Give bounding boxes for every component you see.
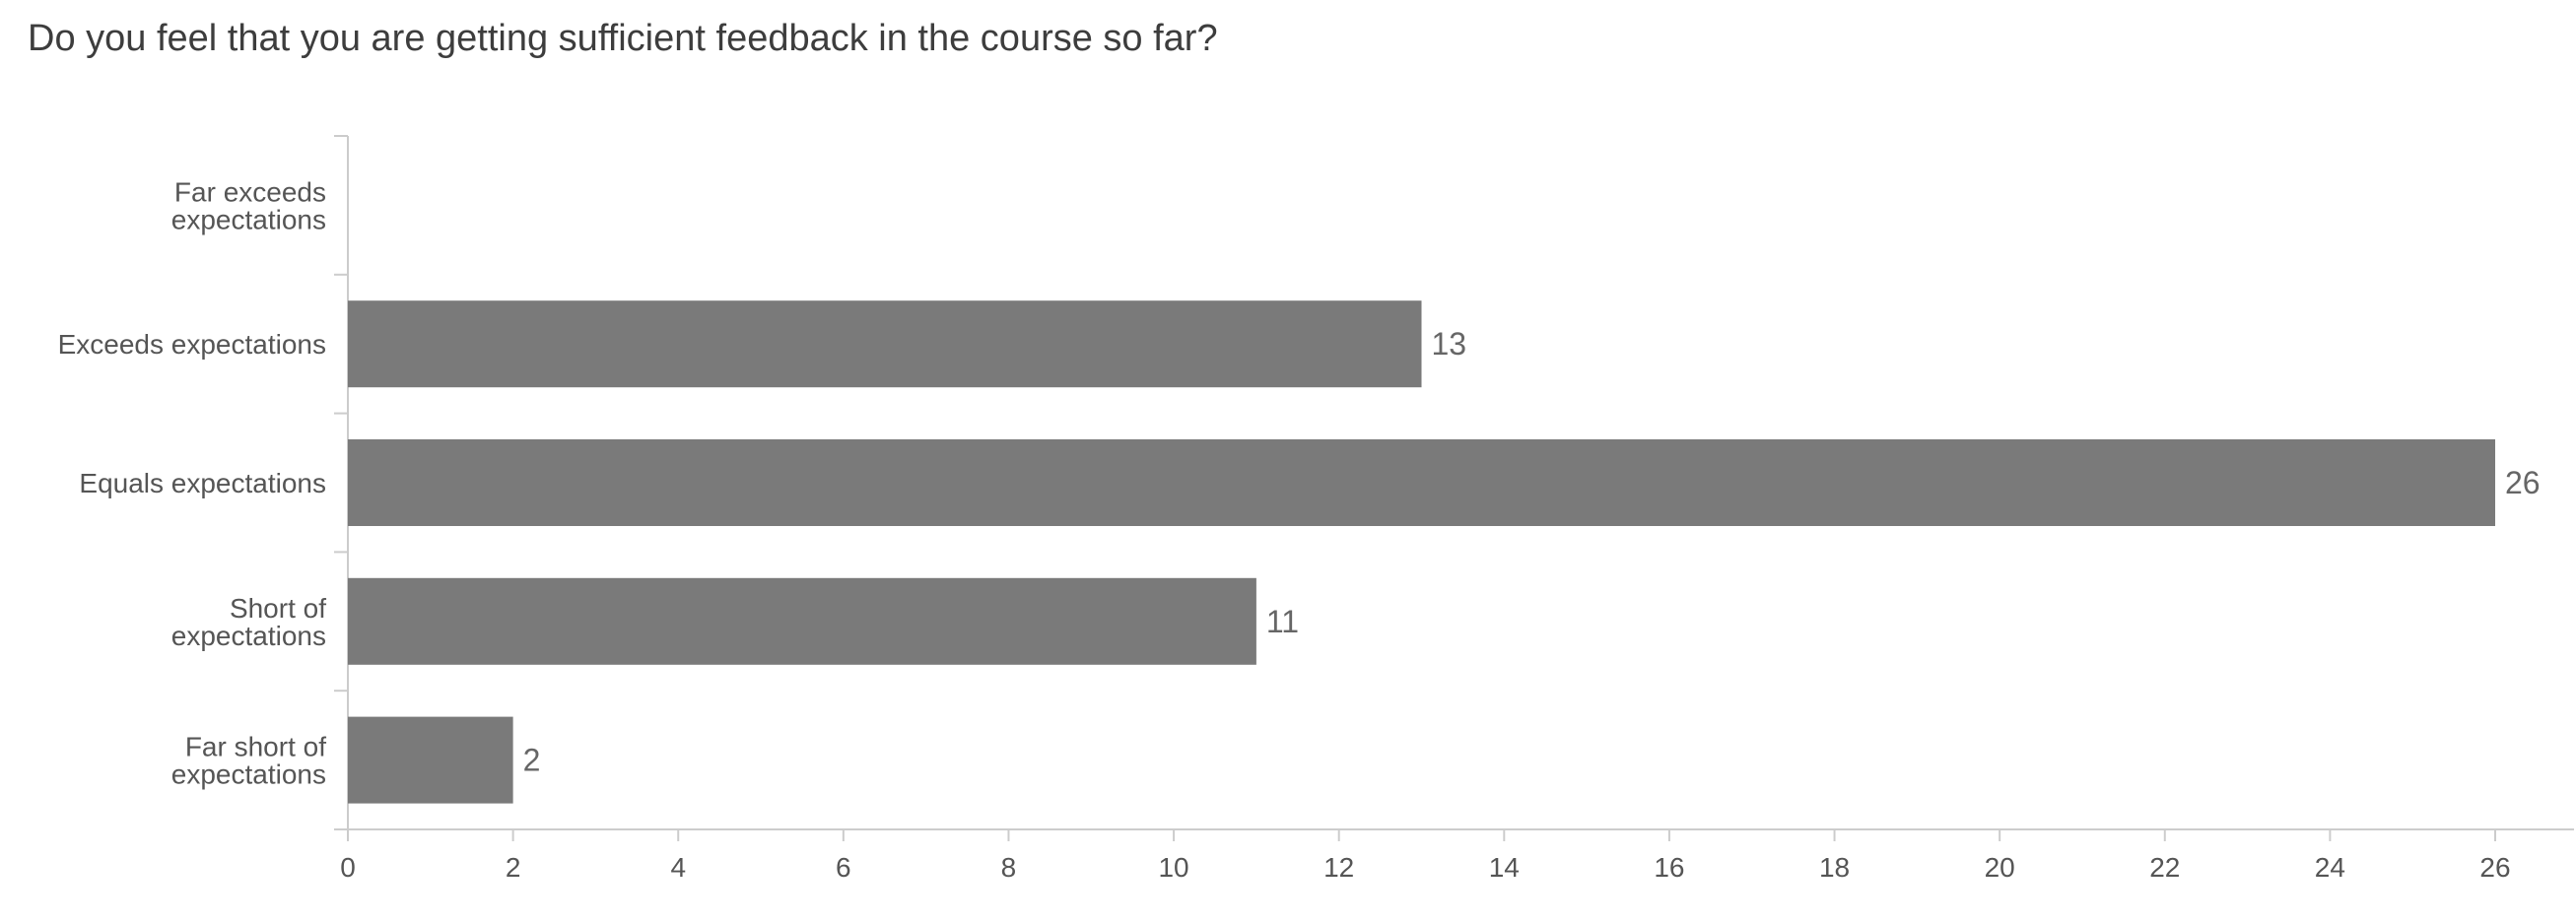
x-tick-label: 2 xyxy=(506,852,521,883)
category-label-line: Far exceeds xyxy=(174,176,326,207)
bars-layer xyxy=(348,300,2495,804)
bar xyxy=(348,300,1422,388)
category-label: Short of expectations xyxy=(171,593,326,651)
chart-title: Do you feel that you are getting suffici… xyxy=(28,18,1218,59)
category-label-line: expectations xyxy=(171,621,326,651)
x-tick-label: 0 xyxy=(340,852,356,883)
bar xyxy=(348,716,513,804)
category-label: Far exceeds expectations xyxy=(171,176,326,234)
category-label-line: Equals expectations xyxy=(79,468,326,498)
x-tick-label: 14 xyxy=(1489,852,1520,883)
x-tick-label: 22 xyxy=(2149,852,2180,883)
category-label: Exceeds expectations xyxy=(58,329,326,360)
x-tick-label: 4 xyxy=(670,852,686,883)
bar xyxy=(348,577,1256,665)
x-tick-label: 10 xyxy=(1158,852,1188,883)
category-label-line: expectations xyxy=(171,759,326,790)
x-tick-label: 6 xyxy=(836,852,851,883)
category-label: Far short of expectations xyxy=(171,732,326,790)
data-label: 26 xyxy=(2505,465,2541,500)
data-label: 2 xyxy=(523,743,541,778)
x-tick-label: 26 xyxy=(2479,852,2510,883)
data-label: 11 xyxy=(1266,604,1299,639)
x-tick-label: 12 xyxy=(1323,852,1354,883)
axes-layer xyxy=(334,135,2574,841)
x-tick-label: 24 xyxy=(2315,852,2345,883)
x-tick-label: 18 xyxy=(1819,852,1850,883)
category-label: Equals expectations xyxy=(79,468,326,498)
bar xyxy=(348,439,2495,526)
x-tick-label: 20 xyxy=(1985,852,2015,883)
x-tick-label: 16 xyxy=(1654,852,1684,883)
x-tick-label: 8 xyxy=(1001,852,1017,883)
category-label-line: expectations xyxy=(171,204,326,234)
category-label-line: Far short of xyxy=(185,732,326,762)
category-label-line: Exceeds expectations xyxy=(58,329,326,360)
data-label: 13 xyxy=(1432,326,1467,362)
category-label-line: Short of xyxy=(230,593,326,624)
